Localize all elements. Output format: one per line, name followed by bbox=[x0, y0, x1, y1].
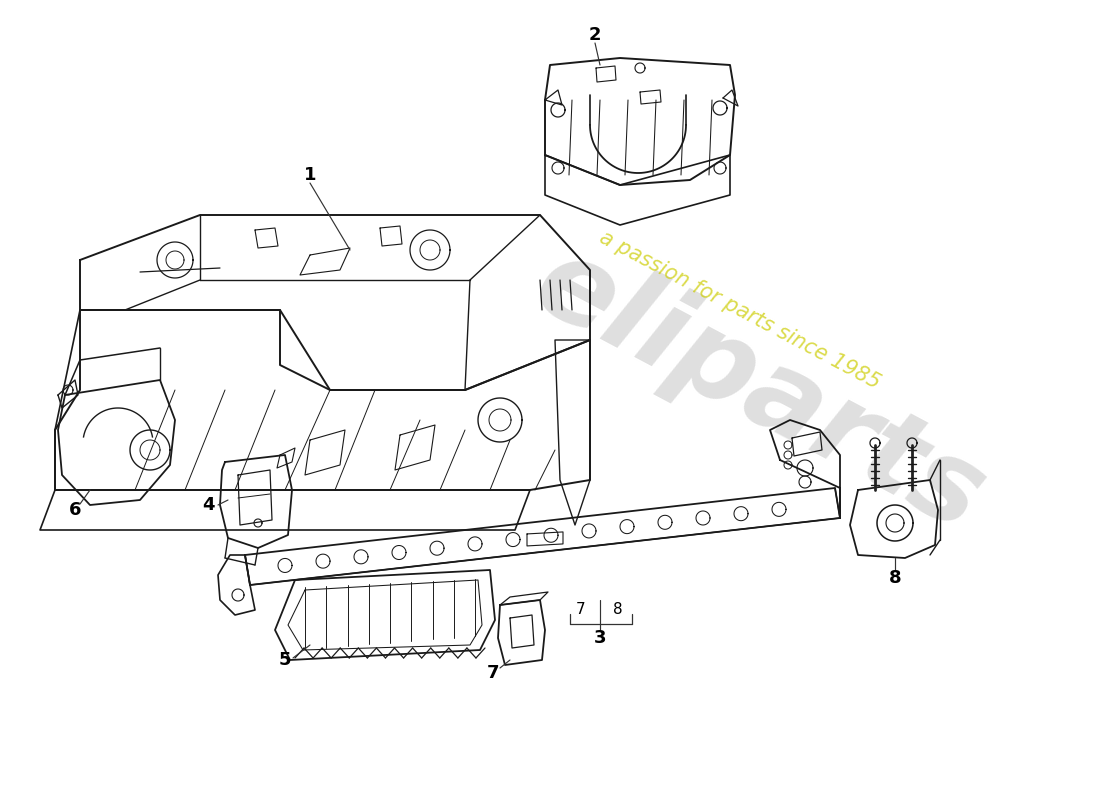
Text: 3: 3 bbox=[594, 629, 606, 647]
Text: 7: 7 bbox=[576, 602, 586, 618]
Text: 8: 8 bbox=[613, 602, 623, 618]
Text: 4: 4 bbox=[201, 496, 214, 514]
Text: eliparts: eliparts bbox=[517, 226, 1003, 554]
Text: 7: 7 bbox=[486, 664, 499, 682]
Text: a passion for parts since 1985: a passion for parts since 1985 bbox=[596, 227, 883, 393]
Text: 8: 8 bbox=[889, 569, 901, 587]
Text: 1: 1 bbox=[304, 166, 317, 184]
Text: 2: 2 bbox=[588, 26, 602, 44]
Text: 5: 5 bbox=[278, 651, 292, 669]
Text: 6: 6 bbox=[68, 501, 81, 519]
